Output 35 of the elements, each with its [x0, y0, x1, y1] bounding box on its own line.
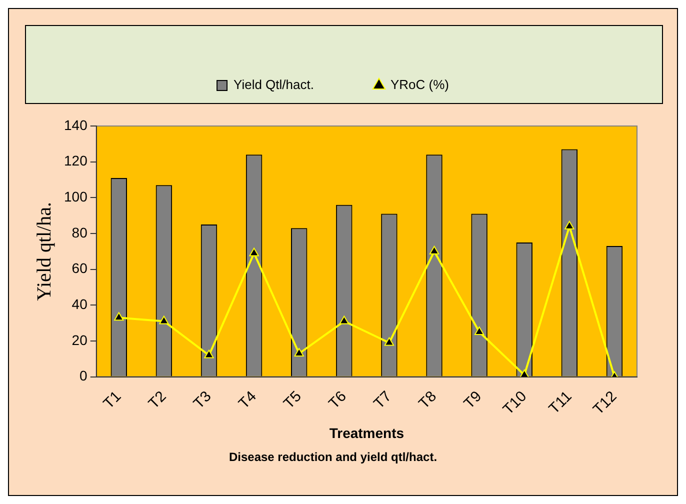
point [294, 348, 304, 357]
y-tick-label: 80 [72, 224, 88, 240]
y-tick-label: 60 [72, 260, 88, 276]
x-tick-label: T12 [590, 388, 620, 418]
x-tick-label: T10 [500, 388, 530, 418]
x-tick-label: T9 [460, 388, 486, 412]
point [159, 316, 169, 324]
x-tick-label: T6 [326, 388, 350, 412]
point [204, 350, 214, 358]
x-tick-label: T2 [145, 388, 170, 412]
point [114, 312, 124, 321]
x-tick-label: T5 [280, 388, 305, 412]
point [339, 316, 349, 324]
y-tick-label: 140 [64, 116, 88, 133]
point [249, 248, 259, 256]
x-tick-label: T3 [190, 388, 215, 412]
x-tick-label: T11 [546, 388, 576, 418]
legend-label: Yield Qtl/hact. [234, 77, 314, 92]
point [384, 337, 394, 346]
y-tick-label: 120 [64, 152, 88, 169]
point [429, 246, 440, 254]
legend-label: YRoC (%) [390, 77, 449, 92]
y-tick-label: 100 [64, 188, 88, 205]
y-tick-label: 20 [72, 332, 88, 348]
x-axis-title: Treatments [329, 425, 404, 442]
x-tick-label: T1 [100, 388, 125, 412]
text: Disease reduction and yield qtl/hact. [228, 450, 438, 464]
point [564, 220, 574, 230]
x-tick-label: T8 [416, 388, 440, 412]
y-axis-title: Yield qtl/ha. [33, 202, 56, 301]
point [474, 326, 484, 336]
y-tick-label: 0 [80, 368, 88, 384]
x-tick-label: T7 [370, 388, 395, 412]
x-tick-label: T4 [235, 388, 260, 412]
y-tick-label: 40 [72, 296, 88, 312]
